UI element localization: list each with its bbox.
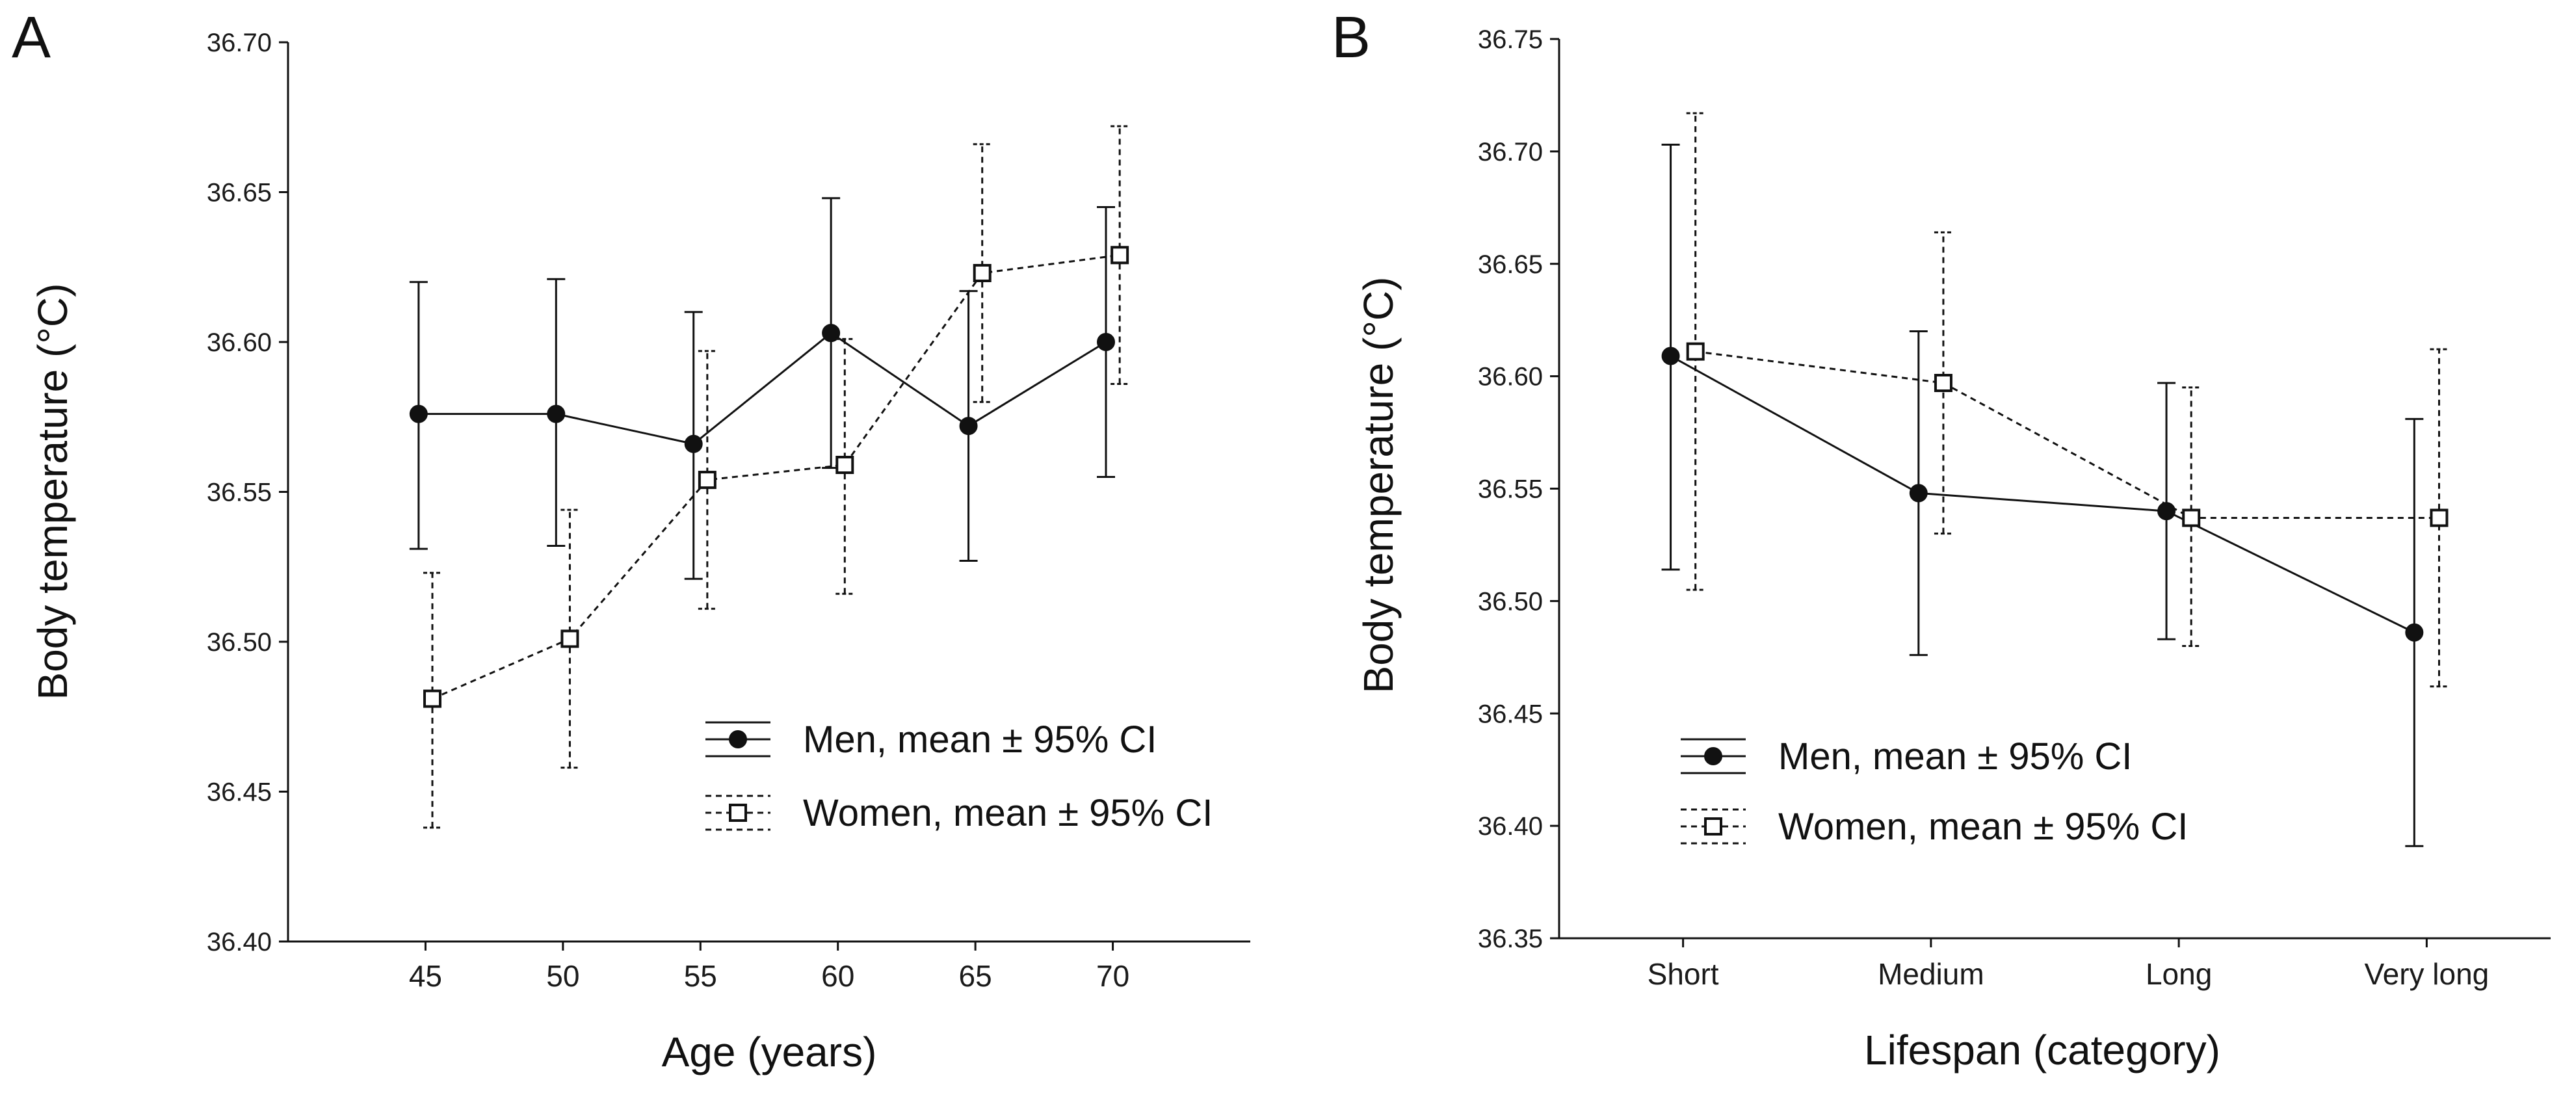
- x-axis-title: Age (years): [662, 1029, 877, 1075]
- legend-men-marker: [1704, 747, 1722, 765]
- legend-entry-women: Women, mean ± 95% CI: [1681, 806, 2188, 848]
- women-mean-marker: [1934, 373, 1952, 392]
- y-tick-label: 36.50: [207, 628, 272, 657]
- y-axis-title: Body temperature (°C): [1355, 277, 1402, 694]
- x-tick-label: Very long: [2364, 957, 2489, 991]
- y-tick-label: 36.40: [1478, 812, 1543, 841]
- y-tick-label: 36.60: [1478, 363, 1543, 391]
- y-tick-label: 36.70: [207, 29, 272, 57]
- legend-label: Men, mean ± 95% CI: [1778, 735, 2132, 778]
- women-mean-line: [1695, 350, 2439, 519]
- series-women: [1686, 112, 2449, 688]
- legend-men-marker: [729, 730, 747, 748]
- x-tick-label: 45: [409, 959, 442, 993]
- men-mean-marker: [1661, 347, 1680, 365]
- legend-label: Men, mean ± 95% CI: [803, 718, 1157, 761]
- men-mean-marker: [2157, 502, 2176, 521]
- women-mean-marker: [1111, 246, 1129, 265]
- x-tick-label: Medium: [1878, 957, 1984, 991]
- men-mean-marker: [409, 404, 428, 423]
- y-tick-label: 36.55: [1478, 475, 1543, 504]
- women-mean-marker: [423, 689, 441, 708]
- women-mean-marker: [1686, 342, 1705, 361]
- legend-women-marker: [729, 804, 747, 822]
- y-tick-label: 36.55: [207, 479, 272, 507]
- x-tick-label: 65: [959, 959, 992, 993]
- women-mean-marker: [973, 263, 992, 282]
- y-tick-label: 36.70: [1478, 138, 1543, 166]
- women-mean-marker: [2182, 508, 2201, 527]
- men-mean-marker: [1909, 484, 1928, 503]
- men-mean-marker: [547, 404, 566, 423]
- y-tick-label: 36.65: [1478, 250, 1543, 279]
- panel-letter: B: [1332, 5, 1371, 70]
- chart-panel-b: B 36.35 36.40 36.45 36.50 36.55 36.60 36.65 36.7…: [1332, 5, 2551, 1073]
- chart-panel-a: A 36.40 36.45 36.50 36.55 36.60 36.65 36.70 45 50…: [12, 5, 1250, 1075]
- x-axis-title: Lifespan (category): [1864, 1027, 2220, 1073]
- y-axis-title: Body temperature (°C): [29, 283, 76, 700]
- women-mean-marker: [560, 629, 579, 648]
- y-tick-label: 36.75: [1478, 25, 1543, 54]
- x-tick-label: Long: [2146, 957, 2212, 991]
- women-mean-line: [432, 254, 1120, 700]
- x-tick-label: 70: [1096, 959, 1129, 993]
- y-tick-label: 36.35: [1478, 925, 1543, 953]
- x-tick-label: 60: [821, 959, 854, 993]
- men-mean-marker: [684, 434, 703, 453]
- y-tick-label: 36.45: [1478, 700, 1543, 728]
- x-tick-label: 55: [684, 959, 717, 993]
- y-tick-label: 36.65: [207, 179, 272, 207]
- legend-label: Women, mean ± 95% CI: [803, 792, 1213, 834]
- legend-women-marker: [1704, 817, 1722, 836]
- women-mean-marker: [835, 456, 854, 475]
- women-mean-marker: [698, 471, 716, 490]
- men-mean-marker: [2405, 623, 2424, 642]
- men-mean-marker: [959, 417, 978, 436]
- legend-entry-men: Men, mean ± 95% CI: [705, 718, 1157, 761]
- y-tick-label: 36.40: [207, 928, 272, 956]
- women-mean-marker: [2430, 508, 2449, 527]
- series-men: [409, 197, 1115, 580]
- y-tick-label: 36.60: [207, 328, 272, 357]
- x-tick-label: Short: [1648, 957, 1719, 991]
- y-tick-label: 36.50: [1478, 587, 1543, 616]
- panel-letter: A: [12, 5, 51, 70]
- series-men: [1661, 144, 2424, 847]
- men-mean-line: [418, 332, 1107, 445]
- men-mean-marker: [1097, 333, 1115, 351]
- y-tick-label: 36.45: [207, 778, 272, 807]
- legend-label: Women, mean ± 95% CI: [1778, 806, 2188, 848]
- men-mean-line: [1670, 355, 2415, 634]
- legend-entry-men: Men, mean ± 95% CI: [1681, 735, 2132, 778]
- men-mean-marker: [822, 324, 841, 343]
- x-tick-label: 50: [546, 959, 579, 993]
- series-women: [423, 125, 1129, 829]
- legend-entry-women: Women, mean ± 95% CI: [705, 792, 1213, 834]
